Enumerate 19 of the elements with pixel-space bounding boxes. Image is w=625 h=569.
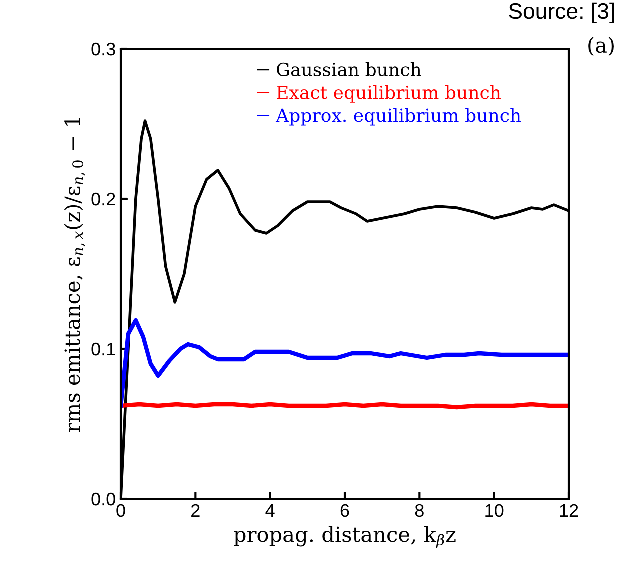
line-series [121,318,569,408]
x-axis-title: propag. distance, k$_{β}$z [234,526,456,548]
legend-label: Exact equilibrium bunch [277,85,502,103]
y-tick-label: 0.2 [92,192,116,206]
x-tick-label: 2 [192,504,200,517]
x-tick-label: 0 [116,504,126,518]
x-tick-label: 12 [560,504,578,517]
x-tick-label: 6 [340,504,350,518]
text: (a) [588,36,614,56]
y-tick-label: 0.0 [92,492,116,506]
x-tick-label: 8 [415,504,424,518]
y-tick-label: 0.1 [92,342,116,356]
x-tick-label: 4 [266,504,275,517]
y-tick-label: 0.3 [92,42,116,56]
legend-label: Gaussian bunch [277,62,422,77]
x-tick-label: 10 [486,504,504,518]
source-note: Source: [3] [509,2,614,24]
y-axis-title: rms emittance, ε$_{n,x}$(z)/ε$_{n,0}$ − 1 [64,118,86,432]
legend-label: Approx. equilibrium bunch [276,108,522,126]
